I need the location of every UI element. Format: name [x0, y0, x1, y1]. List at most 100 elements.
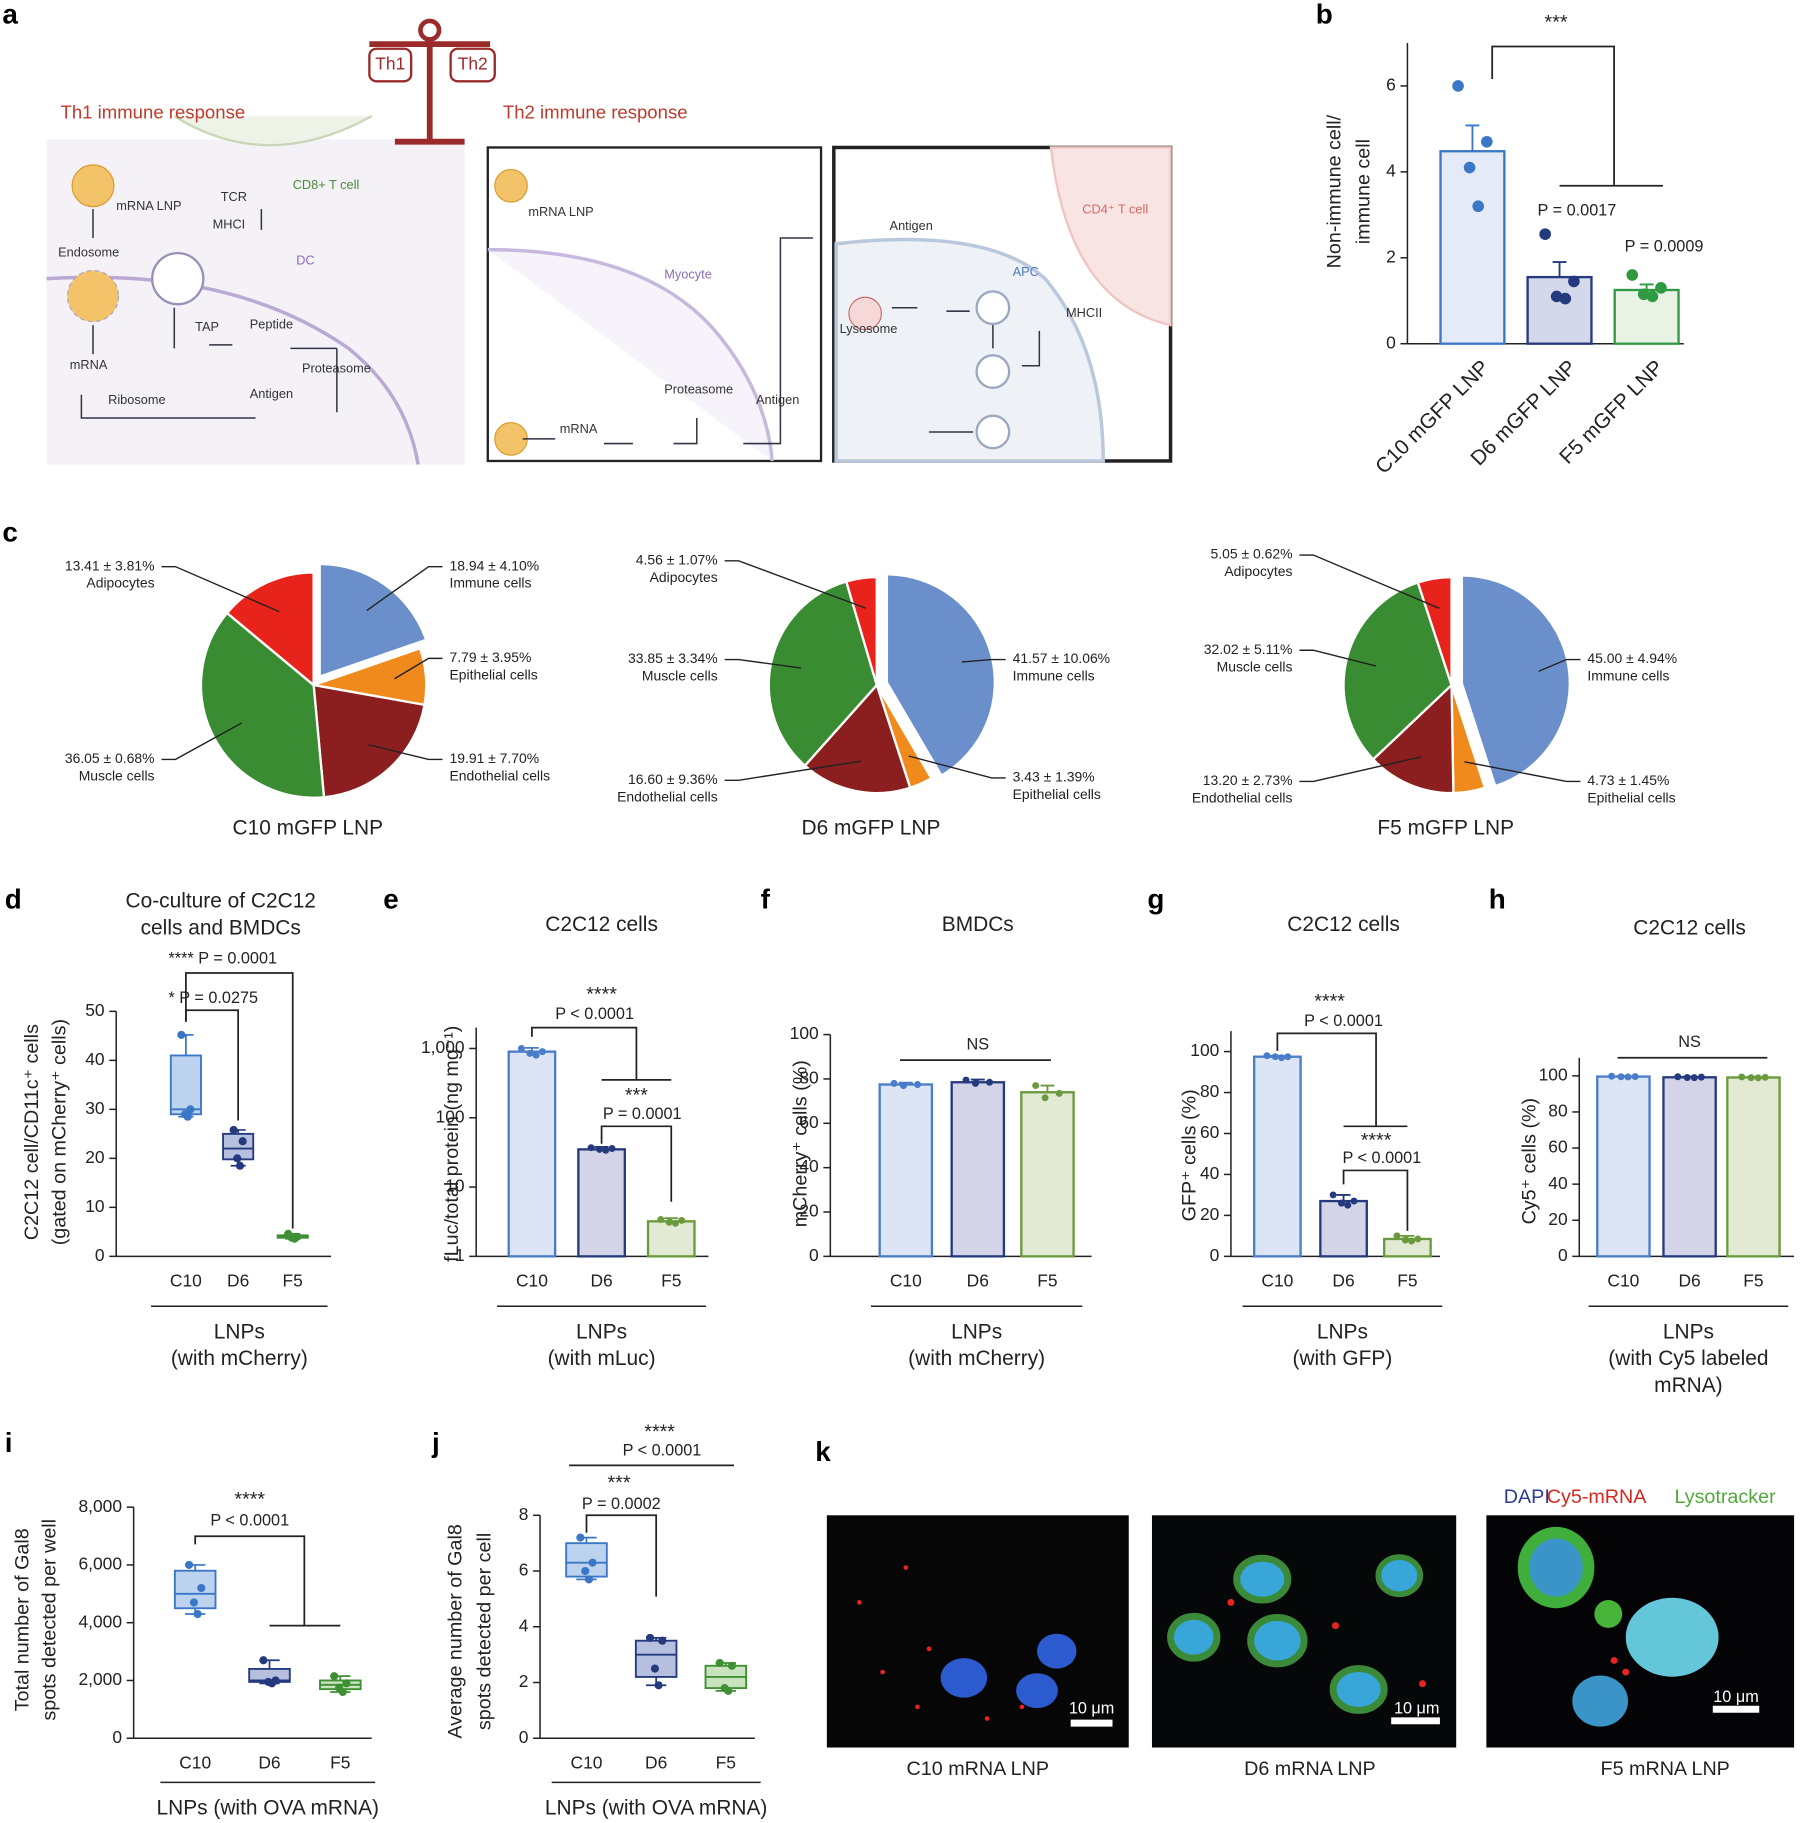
chart-title: cells and BMDCs [141, 916, 301, 939]
value-label: 45.00 ± 4.94% [1587, 650, 1677, 666]
data-point [526, 1049, 534, 1057]
data-point [1568, 275, 1580, 288]
diagram-label: mRNA [70, 357, 108, 372]
panel-k-art [826, 1515, 1795, 1748]
x-tick-label: F5 [330, 1752, 350, 1772]
data-point [538, 1048, 546, 1056]
vesicle [975, 354, 1011, 389]
nucleus [940, 1658, 988, 1698]
bar [950, 1081, 1006, 1258]
pie-slice [1371, 682, 1455, 795]
x-tick-label: D6 [590, 1270, 612, 1290]
x-tick-label: F5 [1397, 1270, 1417, 1290]
leader-line [1299, 554, 1440, 609]
vesicle [975, 290, 1011, 326]
y-axis-label: (gated on mCherry⁺ cells) [49, 1019, 71, 1245]
y-axis-label: C2C12 cell/CD11c⁺ cells [21, 1024, 43, 1240]
annotation: P = 0.0002 [582, 1495, 661, 1513]
significance-bracket [194, 1535, 306, 1626]
data-point [1690, 1074, 1698, 1082]
leader-line [161, 722, 243, 761]
data-point [608, 1145, 616, 1152]
diagram-label: CD8+ T cell [293, 177, 360, 192]
data-point [1697, 1073, 1705, 1081]
data-point [1278, 1054, 1286, 1062]
data-point [678, 1216, 686, 1224]
data-point [238, 1137, 247, 1146]
annotation: **** [1314, 990, 1345, 1012]
diagram-label: mRNA [560, 421, 598, 436]
significance-bracket [1342, 1169, 1409, 1231]
y-tick-label: 4 [519, 1615, 529, 1635]
chart-title: C2C12 cells [545, 913, 658, 936]
value-label: 5.05 ± 0.62% [1211, 546, 1293, 562]
diagram-label: MHCII [1066, 305, 1102, 320]
y-tick-label: 80 [799, 1068, 818, 1088]
data-point [899, 1082, 907, 1090]
data-point [986, 1078, 994, 1086]
panel-letter: c [2, 516, 17, 547]
diagram-label: Th2 immune response [503, 102, 688, 123]
nucleus [1625, 1597, 1719, 1677]
x-tick-label: F5 [1037, 1270, 1057, 1290]
lnp-icon [71, 164, 115, 208]
pie-slice [885, 573, 997, 778]
data-point [1271, 1053, 1279, 1061]
category-label: Adipocytes [86, 575, 154, 591]
x-tick-label: D6 [1678, 1270, 1700, 1290]
data-point [532, 1051, 540, 1059]
diagram-label: mRNA LNP [116, 198, 181, 213]
annotation: P = 0.0009 [1625, 238, 1704, 256]
value-label: 13.41 ± 3.81% [65, 557, 155, 573]
leader-line [366, 565, 443, 612]
leader-line [1299, 649, 1377, 667]
y-tick-label: 2 [519, 1671, 529, 1691]
data-point [1032, 1082, 1040, 1090]
category-label: Epithelial cells [1587, 790, 1675, 806]
leader-line [961, 658, 1006, 663]
value-label: 33.85 ± 3.34% [628, 650, 718, 666]
category-label: Immune cells [1587, 668, 1669, 684]
y-tick-label: 40 [799, 1156, 818, 1176]
y-tick-label: 8 [519, 1504, 529, 1524]
data-point [1329, 1191, 1337, 1199]
y-tick-label: 20 [1548, 1209, 1567, 1229]
value-label: 16.60 ± 9.36% [628, 771, 718, 787]
chart-title: BMDCs [942, 913, 1014, 936]
y-tick-label: 6 [519, 1560, 529, 1580]
data-point [650, 1664, 660, 1673]
nucleus [1233, 1554, 1292, 1604]
y-axis-label: mCherry⁺ cells (%) [790, 1060, 812, 1227]
y-axis-label: spots detected per cell [474, 1533, 496, 1730]
data-point [1041, 1094, 1049, 1102]
y-tick-label: 0 [1386, 332, 1396, 352]
error-bar [1552, 261, 1567, 278]
pie-slice [1416, 575, 1453, 686]
data-point [588, 1558, 597, 1567]
value-label: 13.20 ± 2.73% [1203, 772, 1293, 788]
y-tick-label: 100 [1539, 1064, 1568, 1084]
error-bar [1465, 124, 1480, 152]
diagram-label: Lysosome [840, 321, 898, 336]
data-point [259, 1656, 268, 1665]
data-point [185, 1560, 194, 1569]
category-label: Muscle cells [79, 767, 155, 783]
chart-title: F5 mGFP LNP [1377, 817, 1514, 840]
y-tick-label: 6 [1386, 75, 1396, 95]
vesicle [151, 251, 205, 306]
pie-slice [318, 562, 428, 679]
y-tick-label: 40 [85, 1049, 104, 1069]
pie-slice [312, 683, 426, 799]
th1-pan [368, 47, 413, 83]
data-point [1617, 1073, 1625, 1081]
y-tick-label: 80 [1200, 1081, 1219, 1101]
y-tick-label: 0 [1210, 1245, 1220, 1265]
data-point [1754, 1074, 1762, 1082]
x-axis-label: LNPs (with OVA mRNA) [545, 1797, 767, 1820]
box [169, 1054, 202, 1116]
x-axis-label: (with mCherry) [171, 1347, 308, 1370]
nucleus [1572, 1675, 1629, 1727]
data-point [715, 1658, 724, 1668]
data-point [186, 1105, 195, 1114]
